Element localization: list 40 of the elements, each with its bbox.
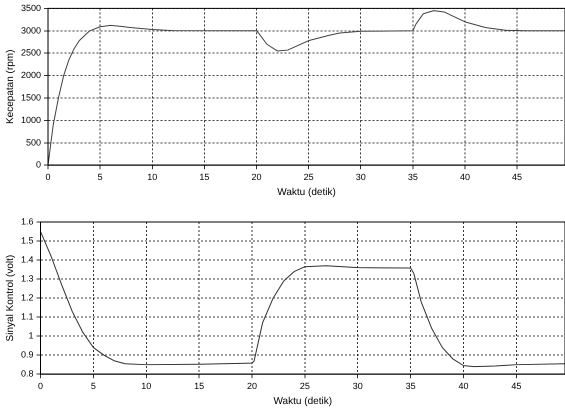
- x-tick-label: 35: [406, 381, 416, 392]
- x-tick-label: 0: [46, 172, 51, 182]
- x-tick-label: 30: [352, 381, 363, 392]
- y-tick-label: 3000: [20, 25, 42, 36]
- y-tick-label: 1.2: [20, 292, 34, 303]
- x-tick-label: 45: [512, 172, 522, 182]
- x-tick-label: 30: [356, 172, 366, 182]
- x-tick-label: 20: [246, 381, 258, 392]
- x-tick-label: 25: [304, 172, 314, 182]
- x-tick-label: 10: [147, 172, 158, 182]
- x-tick-label: 5: [98, 172, 103, 182]
- x-tick-label: 10: [141, 381, 152, 392]
- y-tick-label: 1: [28, 330, 34, 341]
- x-tick-label: 15: [199, 172, 210, 182]
- y-tick-label: 0: [36, 160, 42, 170]
- x-tick-label: 20: [251, 172, 262, 182]
- y-axis-title: Kecepatan (rpm): [4, 50, 16, 124]
- y-tick-label: 1.6: [20, 216, 34, 226]
- y-tick-label: 0.9: [20, 350, 34, 360]
- x-tick-label: 35: [408, 172, 418, 182]
- y-tick-label: 2000: [20, 70, 42, 80]
- y-tick-label: 1.4: [20, 254, 34, 265]
- y-tick-label: 1.1: [20, 312, 34, 322]
- x-tick-label: 40: [460, 172, 470, 182]
- y-tick-label: 1000: [20, 114, 42, 125]
- y-tick-label: 1500: [20, 92, 42, 102]
- y-axis-title: Sinyal Kontrol (volt): [4, 254, 16, 342]
- x-tick-label: 25: [300, 381, 310, 392]
- y-tick-label: 2500: [20, 48, 42, 58]
- x-tick-label: 15: [194, 381, 204, 392]
- x-tick-label: 45: [511, 381, 522, 392]
- x-tick-label: 5: [90, 381, 96, 392]
- y-tick-label: 3500: [20, 2, 42, 13]
- x-axis-title: Waktu (detik): [277, 186, 336, 198]
- y-tick-label: 500: [26, 137, 42, 148]
- x-axis-title: Waktu (detik): [273, 396, 332, 407]
- y-tick-label: 1.5: [20, 236, 34, 246]
- y-tick-label: 1.3: [20, 274, 34, 284]
- x-tick-label: 40: [458, 381, 468, 392]
- y-tick-label: 0.8: [20, 368, 34, 379]
